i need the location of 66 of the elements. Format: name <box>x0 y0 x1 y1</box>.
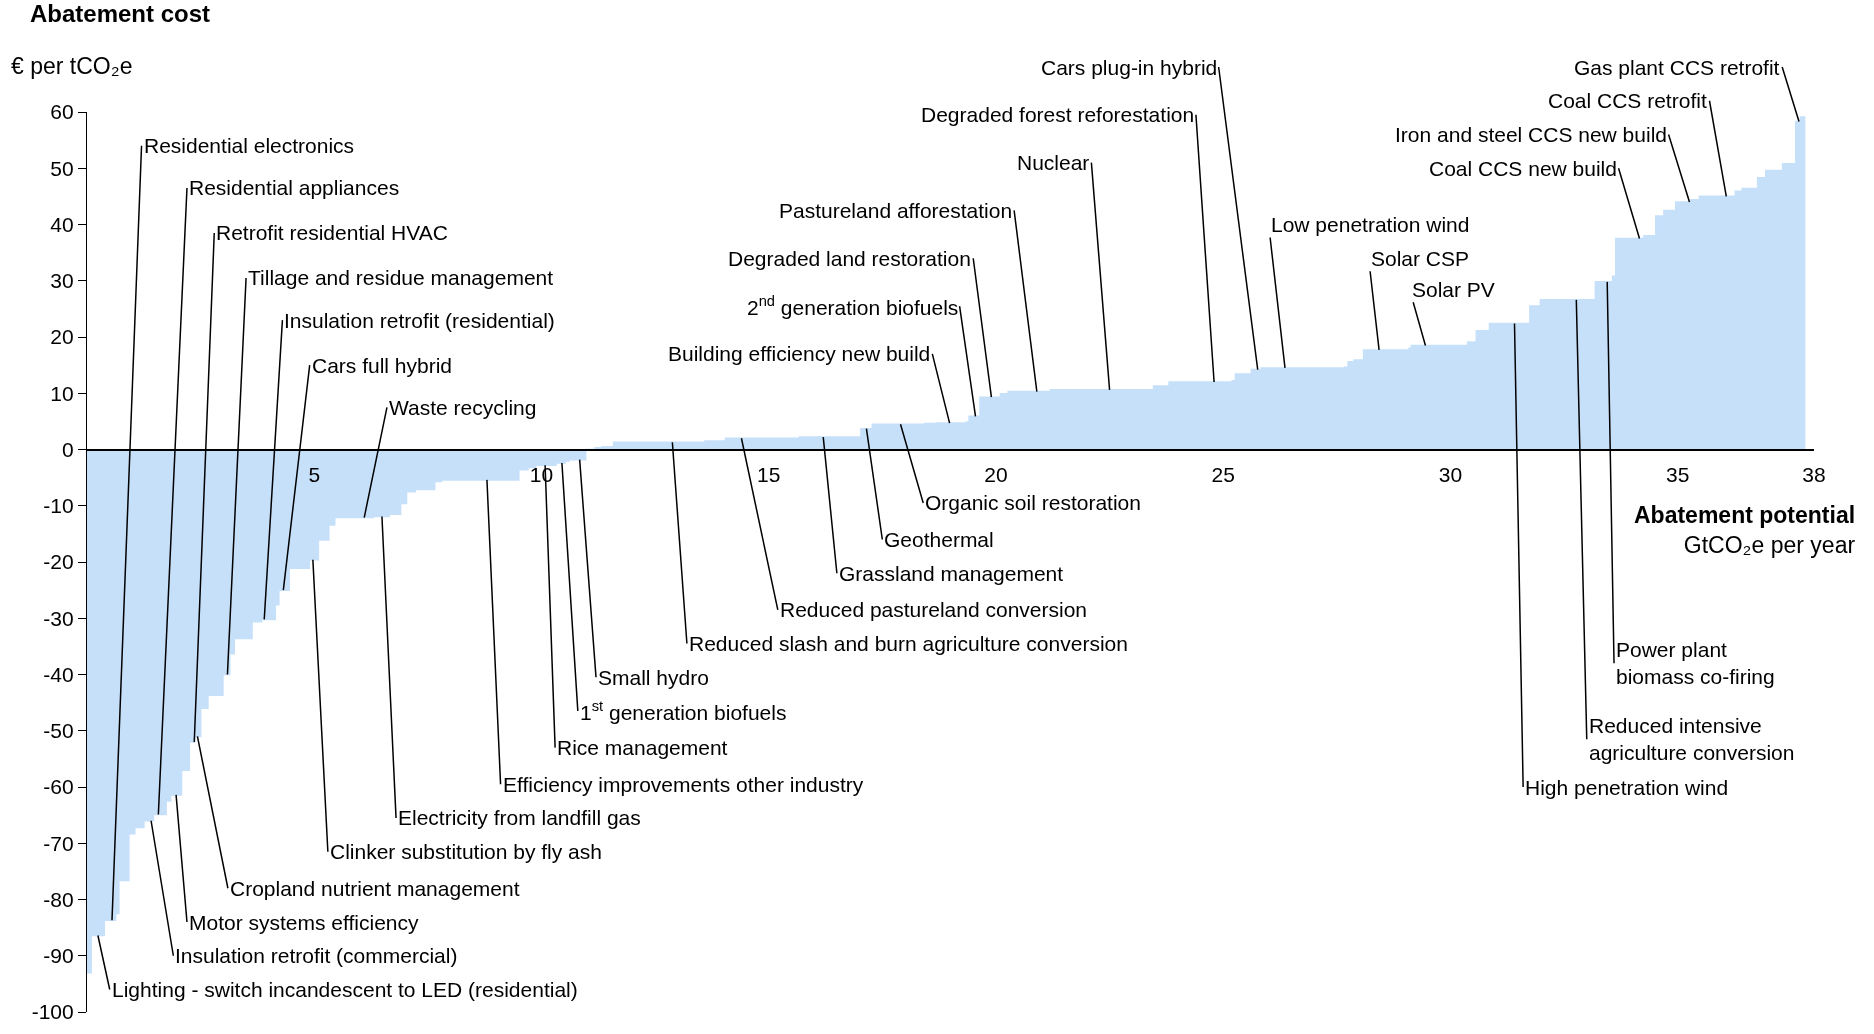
annotation: Coal CCS new build <box>1429 157 1617 180</box>
annotation: Building efficiency new build <box>668 342 931 365</box>
annotation: 2$^{nd}$ generation biofuels <box>747 293 959 319</box>
y-tick-label: 60 <box>50 100 74 124</box>
y-tick-label: 0 <box>62 437 74 461</box>
annotation: Grassland management <box>839 562 1064 585</box>
y-tick-label: -40 <box>43 662 74 686</box>
annotation: Electricity from landfill gas <box>398 806 641 829</box>
x-tick-label: 15 <box>757 462 781 486</box>
y-tick-label: 10 <box>50 381 74 405</box>
annotation: Coal CCS retrofit <box>1548 89 1707 112</box>
annotation: Rice management <box>557 736 728 759</box>
chart-title: Abatement cost <box>29 0 211 27</box>
annotation: Clinker substitution by fly ash <box>330 840 602 863</box>
annotation: Tillage and residue management <box>248 266 554 289</box>
annotation: Residential appliances <box>189 176 400 199</box>
annotation: Small hydro <box>598 666 709 689</box>
annotation: Solar CSP <box>1371 247 1470 270</box>
annotation: Lighting - switch incandescent to LED (residential) <box>112 978 578 1001</box>
annotation: Iron and steel CCS new build <box>1395 123 1667 146</box>
y-tick-label: -60 <box>43 775 74 799</box>
x-tick-label: 5 <box>308 462 321 486</box>
annotation: Residential electronics <box>144 134 355 157</box>
annotation: Reduced pastureland conversion <box>780 598 1088 621</box>
annotation: Organic soil restoration <box>925 491 1141 514</box>
y-axis-title: € per tCO₂e <box>11 53 133 79</box>
annotation: Power plant biomass co-firing <box>1616 638 1775 689</box>
annotation: Cropland nutrient management <box>230 877 520 900</box>
x-tick-label: 30 <box>1438 462 1463 486</box>
y-tick-label: -70 <box>43 831 74 855</box>
y-tick-label: -80 <box>43 887 74 911</box>
annotation: Geothermal <box>884 528 994 551</box>
y-tick-label: -50 <box>43 719 74 743</box>
annotation: Efficiency improvements other industry <box>503 773 864 796</box>
x-tick-label: 20 <box>984 462 1008 486</box>
annotation: Reduced intensive agriculture conversion <box>1589 714 1795 765</box>
y-tick-label: -30 <box>43 606 74 630</box>
annotation: Pastureland afforestation <box>779 199 1013 222</box>
x-axis-title: Abatement potential GtCO₂e per year <box>1634 502 1856 558</box>
annotation: Degraded forest reforestation <box>921 103 1195 126</box>
x-tick-label: 38 <box>1802 462 1826 486</box>
annotation: Low penetration wind <box>1271 213 1470 236</box>
annotation: Cars plug-in hybrid <box>1041 56 1218 79</box>
y-tick-label: 40 <box>50 212 74 236</box>
annotation: Gas plant CCS retrofit <box>1574 56 1780 79</box>
annotation: Insulation retrofit (residential) <box>284 309 555 332</box>
y-tick-label: -20 <box>43 550 74 574</box>
annotation: Cars full hybrid <box>312 354 453 377</box>
annotation: Solar PV <box>1412 278 1495 301</box>
y-tick-label: 30 <box>50 269 74 293</box>
x-tick-label: 25 <box>1211 462 1235 486</box>
annotation: 1$^{st}$ generation biofuels <box>580 698 787 724</box>
annotation: High penetration wind <box>1525 776 1729 799</box>
y-tick-label: 20 <box>50 325 74 349</box>
y-tick-label: -100 <box>31 1000 74 1024</box>
annotation: Motor systems efficiency <box>189 911 420 934</box>
x-tick-label: 35 <box>1665 462 1690 486</box>
annotation: Degraded land restoration <box>728 247 971 270</box>
annotation: Retrofit residential HVAC <box>216 221 448 244</box>
y-tick-label: -90 <box>43 944 74 968</box>
annotation: Nuclear <box>1017 151 1090 174</box>
annotation: Insulation retrofit (commercial) <box>175 944 458 967</box>
y-tick-label: 50 <box>50 156 74 180</box>
annotation: Reduced slash and burn agriculture conversion <box>689 632 1128 655</box>
y-tick-label: -10 <box>43 494 74 518</box>
annotation: Waste recycling <box>389 396 537 419</box>
